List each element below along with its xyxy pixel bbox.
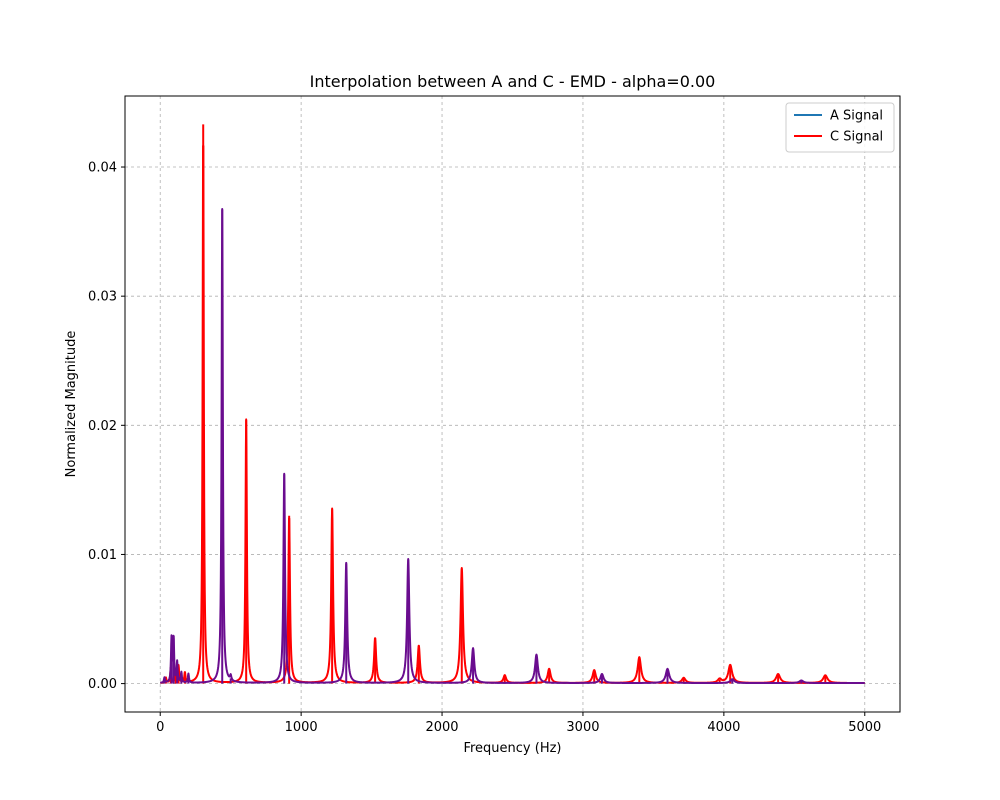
tick-layer: 0 1000 2000 3000 4000 5000 0.00 0.01 0.02 0.03 0.0… (88, 161, 881, 735)
x-tick-label: 2000 (425, 720, 458, 735)
x-tick-label: 1000 (285, 720, 318, 735)
y-tick-label: 0.03 (88, 290, 117, 305)
series-layer (159, 124, 866, 685)
x-tick-label: 0 (156, 720, 164, 735)
series-line-2 (159, 207, 866, 685)
x-tick-label: 5000 (848, 720, 881, 735)
chart-title: Interpolation between A and C - EMD - al… (310, 72, 716, 91)
plot-frame (124, 95, 901, 713)
x-tick-label: 3000 (566, 720, 599, 735)
legend-label: A Signal (830, 109, 883, 124)
legend: A Signal C Signal (785, 102, 895, 153)
legend-label: C Signal (830, 130, 883, 145)
x-tick-label: 4000 (707, 720, 740, 735)
y-tick-label: 0.00 (88, 677, 117, 692)
y-tick-label: 0.02 (88, 419, 117, 434)
y-axis-label: Normalized Magnitude (64, 331, 79, 478)
y-tick-label: 0.04 (88, 161, 117, 176)
x-axis-label: Frequency (Hz) (463, 741, 561, 756)
y-tick-label: 0.01 (88, 548, 117, 563)
grid-layer (125, 96, 900, 712)
